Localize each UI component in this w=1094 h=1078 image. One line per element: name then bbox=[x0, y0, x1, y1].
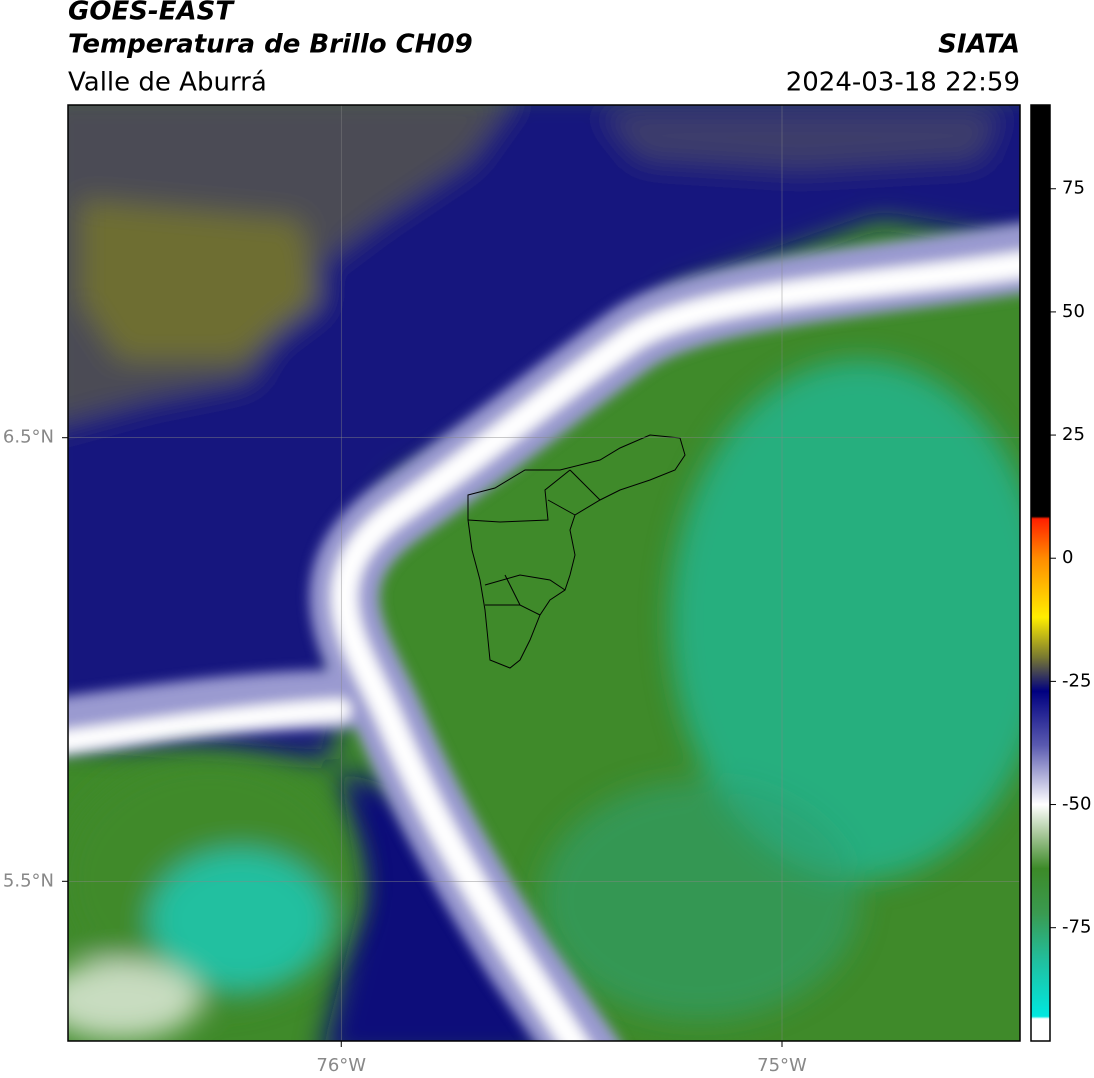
map-frame bbox=[67, 104, 1021, 1042]
datetime: 2024-03-18 22:59 bbox=[786, 68, 1020, 98]
y-tick-label: 5.5°N bbox=[3, 870, 54, 891]
x-tick-label: 75°W bbox=[757, 1055, 807, 1076]
x-tick-label: 76°W bbox=[316, 1055, 366, 1076]
colorbar-tick-label: 0 bbox=[1062, 547, 1073, 568]
colorbar-tick-label: -50 bbox=[1062, 794, 1091, 815]
axes: 76°W 75°W 6.5°N 5.5°N bbox=[3, 105, 1020, 1076]
y-tick-label: 6.5°N bbox=[3, 427, 54, 448]
source: SIATA bbox=[938, 30, 1020, 60]
colorbar-tick-label: -75 bbox=[1062, 917, 1091, 938]
colorbar-tick-label: 75 bbox=[1062, 178, 1085, 199]
colorbar bbox=[1030, 104, 1051, 1042]
region: Valle de Aburrá bbox=[68, 68, 267, 98]
colorbar-tick-label: 25 bbox=[1062, 424, 1085, 445]
colorbar-tick-label: -25 bbox=[1062, 670, 1091, 691]
subtitle: Temperatura de Brillo CH09 bbox=[68, 30, 473, 60]
title: GOES-EAST bbox=[68, 0, 235, 27]
satellite-image bbox=[68, 105, 1020, 1041]
colorbar-tick-label: 50 bbox=[1062, 301, 1085, 322]
